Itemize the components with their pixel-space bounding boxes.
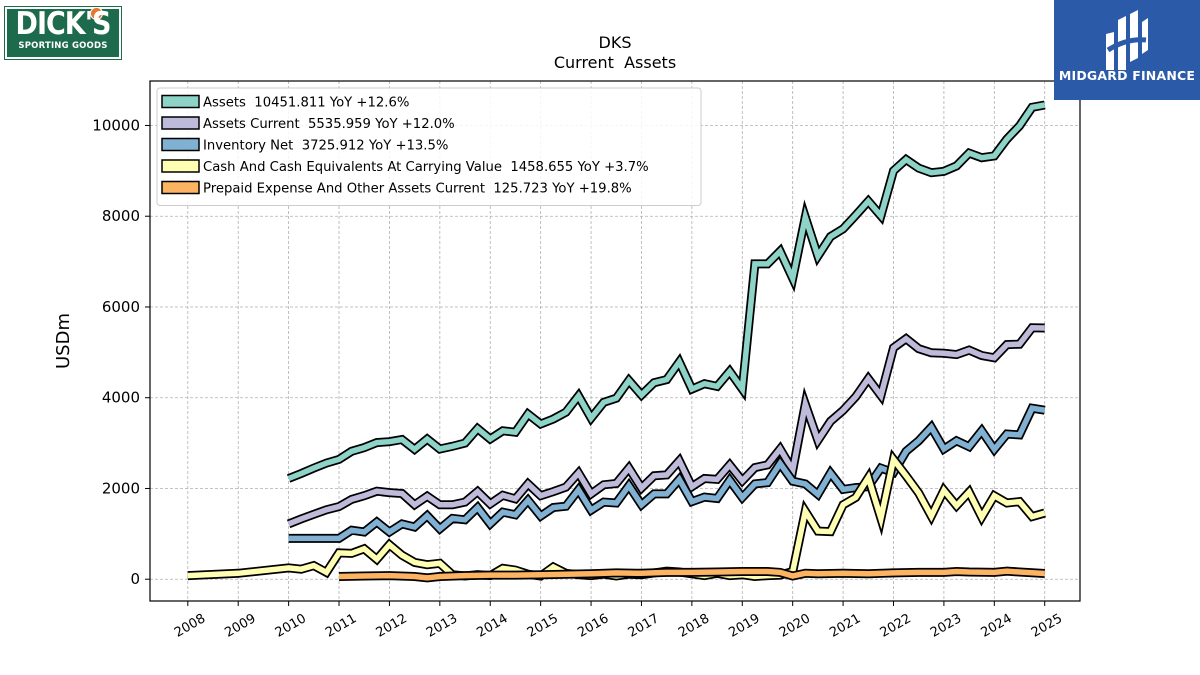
legend-entry: Cash And Cash Equivalents At Carrying Va… xyxy=(203,160,649,175)
series-2 xyxy=(288,403,1046,543)
legend-swatch xyxy=(161,159,200,173)
x-tick-label: 2012 xyxy=(374,611,410,641)
midgard-finance-name: MIDGARD FINANCE xyxy=(1058,68,1196,83)
y-tick-label: 4000 xyxy=(102,389,140,407)
x-tick-label: 2017 xyxy=(626,611,662,641)
legend-swatch xyxy=(161,180,200,195)
y-tick-label: 2000 xyxy=(102,479,140,497)
x-tick-label: 2024 xyxy=(978,611,1014,641)
x-tick-label: 2018 xyxy=(676,611,712,641)
x-tick-label: 2016 xyxy=(575,611,611,641)
chart-title: DKS xyxy=(599,33,632,52)
midgard-finance-logo: MIDGARD FINANCE xyxy=(1054,0,1200,100)
plot-area-frame xyxy=(149,80,1081,602)
y-axis-label: USDm xyxy=(53,313,74,369)
logo-tagline: SPORTING GOODS xyxy=(18,41,108,51)
y-tick-label: 10000 xyxy=(92,116,140,134)
x-tick-label: 2011 xyxy=(323,611,359,641)
basketball-icon xyxy=(90,7,103,20)
y-tick-label: 6000 xyxy=(102,298,140,316)
y-tick-label: 8000 xyxy=(102,207,140,225)
x-tick-label: 2008 xyxy=(172,611,208,641)
series-line xyxy=(287,102,1046,482)
legend-entry: Inventory Net 3725.912 YoY +13.5% xyxy=(203,139,448,154)
legend: Assets 10451.811 YoY +12.6% Assets Curren… xyxy=(156,87,702,206)
series-line xyxy=(338,568,1045,581)
series-0 xyxy=(286,100,1046,483)
y-tick-label: 0 xyxy=(130,570,140,588)
legend-swatch xyxy=(161,116,200,130)
series-4 xyxy=(338,566,1045,583)
logo-wordmark: DICK'S xyxy=(15,6,112,43)
legend-swatch xyxy=(161,94,200,109)
legend-entry: Assets 10451.811 YoY +12.6% xyxy=(203,96,409,111)
dicks-sporting-goods-logo: DICK'S SPORTING GOODS xyxy=(4,6,122,60)
x-tick-label: 2020 xyxy=(777,611,813,641)
legend-swatch xyxy=(161,137,200,152)
x-tick-label: 2014 xyxy=(474,611,510,641)
x-tick-label: 2009 xyxy=(222,611,258,641)
legend-box xyxy=(156,87,702,206)
chart-subtitle: Current Assets xyxy=(554,53,676,72)
series-1 xyxy=(286,323,1045,529)
x-tick-label: 2013 xyxy=(424,611,460,641)
series-line xyxy=(288,405,1046,542)
x-tick-label: 2021 xyxy=(827,611,863,641)
legend-entry: Prepaid Expense And Other Assets Current… xyxy=(203,182,632,197)
x-tick-label: 2010 xyxy=(273,611,309,641)
x-tick-label: 2019 xyxy=(726,611,762,641)
midgard-mark-icon xyxy=(1106,10,1148,70)
x-tick-label: 2022 xyxy=(878,611,914,641)
x-tick-label: 2025 xyxy=(1029,611,1065,641)
series-layer xyxy=(187,100,1046,583)
x-tick-label: 2015 xyxy=(525,611,561,641)
legend-entry: Assets Current 5535.959 YoY +12.0% xyxy=(203,117,455,132)
series-line xyxy=(287,325,1045,527)
x-tick-label: 2023 xyxy=(928,611,964,641)
